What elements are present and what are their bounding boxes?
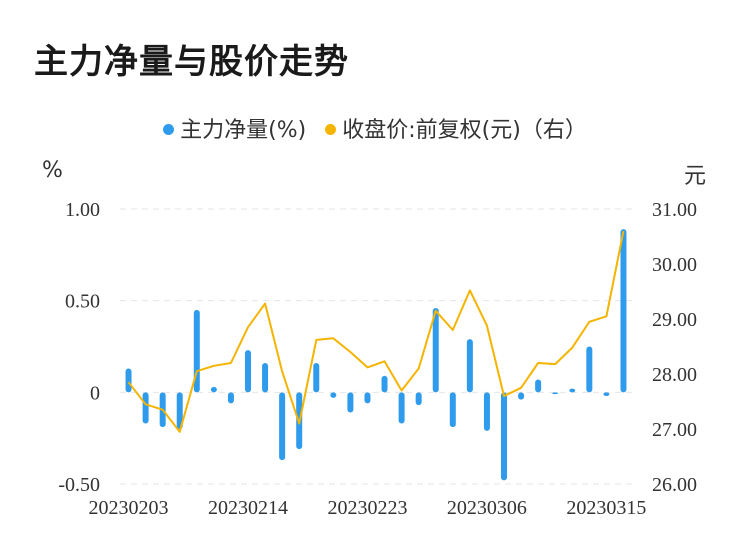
bar-mark [245,350,251,393]
right-tick-label: 28.00 [652,364,697,386]
right-tick-label: 27.00 [652,419,697,441]
left-tick-label: 1.00 [65,199,100,221]
legend-dot-bar [163,123,175,135]
bar-mark [347,392,354,413]
x-tick-label: 20230315 [566,497,646,519]
bar-mark [415,392,422,406]
legend-label-close-price: 收盘价:前复权(元)（右） [342,118,587,143]
left-tick-label: -0.50 [58,474,100,496]
legend-label-net-volume: 主力净量(%) [180,118,307,143]
bar-mark [364,392,371,404]
bar-mark [279,392,286,461]
bar-mark [518,392,525,400]
legend-dot-line [325,123,337,135]
x-axis-ticks: 20230203 20230214 20230223 20230306 20230315 [89,497,647,519]
bar-mark [535,379,542,393]
bar-mark [483,392,490,431]
bar-series [125,229,627,481]
left-axis-ticks: 1.00 0.50 0 -0.50 [58,199,100,496]
bar-mark [398,392,405,424]
bar-mark [313,363,320,393]
bar-mark [449,392,456,428]
bar-mark [569,388,576,393]
x-tick-label: 20230214 [208,497,288,519]
bar-mark [586,346,593,393]
right-axis-unit: 元 [684,164,707,189]
bar-mark [603,392,610,396]
grid-lines [120,208,632,485]
left-tick-label: 0 [90,382,100,404]
bar-mark [125,368,132,393]
bar-mark [142,392,149,424]
bar-mark [381,375,388,393]
chart-title: 主力净量与股价走势 [34,42,349,82]
bar-mark [466,339,473,393]
bar-mark [620,229,627,393]
legend-item-net-volume[interactable]: 主力净量(%) [163,112,306,144]
bar-mark [262,363,269,393]
bar-mark [227,392,234,404]
bar-mark [210,386,217,393]
left-axis-unit: % [42,158,63,183]
price-line [127,230,625,433]
x-tick-label: 20230223 [327,497,407,519]
bar-mark [176,392,183,429]
bar-mark [501,392,507,481]
legend-item-close-price[interactable]: 收盘价:前复权(元)（右） [325,112,587,144]
right-tick-label: 29.00 [652,309,697,331]
right-tick-label: 26.00 [652,474,697,496]
left-tick-label: 0.50 [65,291,100,313]
x-tick-label: 20230306 [447,497,527,519]
right-tick-label: 31.00 [652,199,697,221]
bar-mark [330,392,337,398]
x-tick-label: 20230203 [89,497,169,519]
bar-mark [432,308,439,393]
right-tick-label: 30.00 [652,254,697,276]
bar-mark [552,392,559,395]
legend: 主力净量(%) 收盘价:前复权(元)（右） [0,112,750,144]
right-axis-ticks: 31.00 30.00 29.00 28.00 27.00 26.00 [652,199,697,496]
